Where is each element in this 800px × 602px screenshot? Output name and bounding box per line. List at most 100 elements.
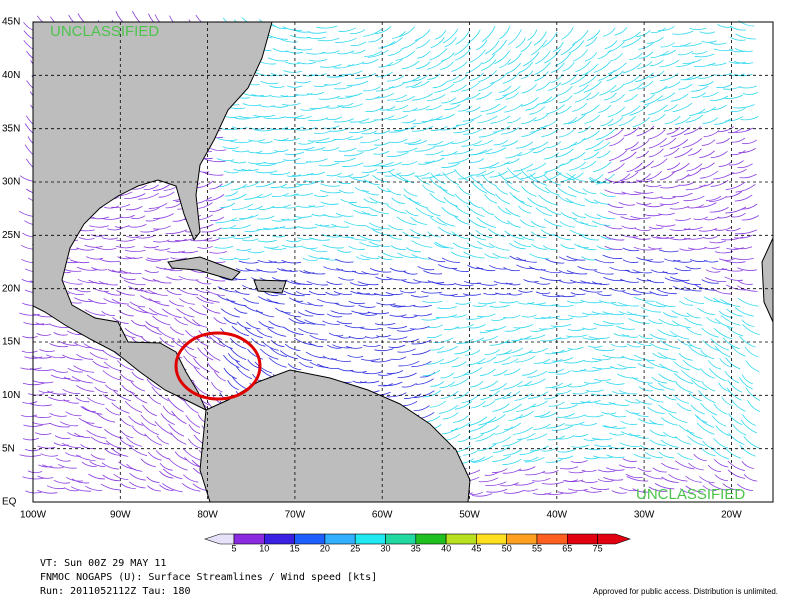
streamline [144,207,160,212]
streamline [53,332,68,336]
streamline [698,81,714,87]
streamline [369,268,392,273]
streamline [271,192,289,198]
streamline [594,444,612,447]
streamline [683,195,705,202]
streamline [22,382,45,386]
streamline [285,50,304,54]
streamline [192,318,208,328]
streamline [257,215,275,220]
streamline [478,70,497,83]
streamline [710,150,728,159]
streamline [388,171,409,183]
streamline [441,52,455,62]
streamline [745,360,760,373]
streamline [140,458,156,468]
streamline [682,138,703,148]
streamline [530,231,547,239]
streamline [662,312,679,318]
streamline [304,309,325,316]
streamline [487,414,506,424]
streamline [672,320,691,329]
release-statement: Approved for public access. Distribution… [593,587,778,596]
streamline [485,147,507,155]
streamline [714,318,734,329]
streamline [629,104,649,116]
streamline [518,233,535,241]
streamline [90,234,106,237]
streamline [520,169,539,183]
streamline [538,326,558,330]
streamline [569,40,585,54]
streamline [504,230,525,240]
streamline [427,73,441,80]
streamline [369,197,389,205]
streamline [178,250,199,254]
streamline [573,84,589,95]
streamline [709,207,729,213]
streamline [338,27,356,32]
streamline [154,421,173,435]
streamline [598,300,617,304]
streamline [443,196,458,207]
streamline [208,251,228,254]
streamline [619,442,640,448]
streamline [634,160,654,173]
streamline [214,245,234,249]
streamline [184,457,200,468]
streamline [454,348,472,355]
streamline [701,139,716,146]
streamline [22,401,38,404]
streamline [686,327,702,336]
streamline [503,266,520,272]
streamline [425,104,442,111]
streamline [620,216,641,220]
streamline [739,335,756,348]
streamline [577,266,598,271]
streamline [148,298,170,307]
streamline [343,152,364,157]
streamline [644,452,663,459]
streamline [489,304,510,308]
streamline [504,327,521,332]
streamline [560,244,575,249]
streamline [521,186,537,197]
streamline [358,312,377,316]
streamline [441,162,460,168]
streamline [328,332,344,337]
streamline [699,150,715,158]
streamline [609,366,627,370]
streamline [725,260,746,264]
streamline [320,201,339,205]
streamline [511,335,532,341]
streamline [556,389,572,395]
streamline [544,48,561,64]
streamline [693,216,709,220]
streamline [470,433,484,440]
streamline [621,37,642,48]
streamline [298,141,315,145]
latitude-label: 30N [2,177,20,188]
streamline [437,346,458,353]
streamline [471,493,493,497]
streamline [59,421,79,427]
streamline [712,288,732,295]
streamline [671,162,690,173]
streamline [156,327,175,340]
streamline [565,197,586,207]
streamline [454,168,469,182]
streamline [682,359,701,371]
streamline [592,366,613,370]
streamline [696,415,715,428]
streamline [451,231,469,240]
streamline [310,248,328,253]
streamline [652,467,667,473]
streamline [161,308,182,319]
streamline [468,324,486,329]
streamline [463,337,485,344]
streamline [533,423,551,430]
streamline [735,33,756,40]
streamline [375,85,395,92]
streamline [461,140,483,147]
streamline [427,324,444,329]
